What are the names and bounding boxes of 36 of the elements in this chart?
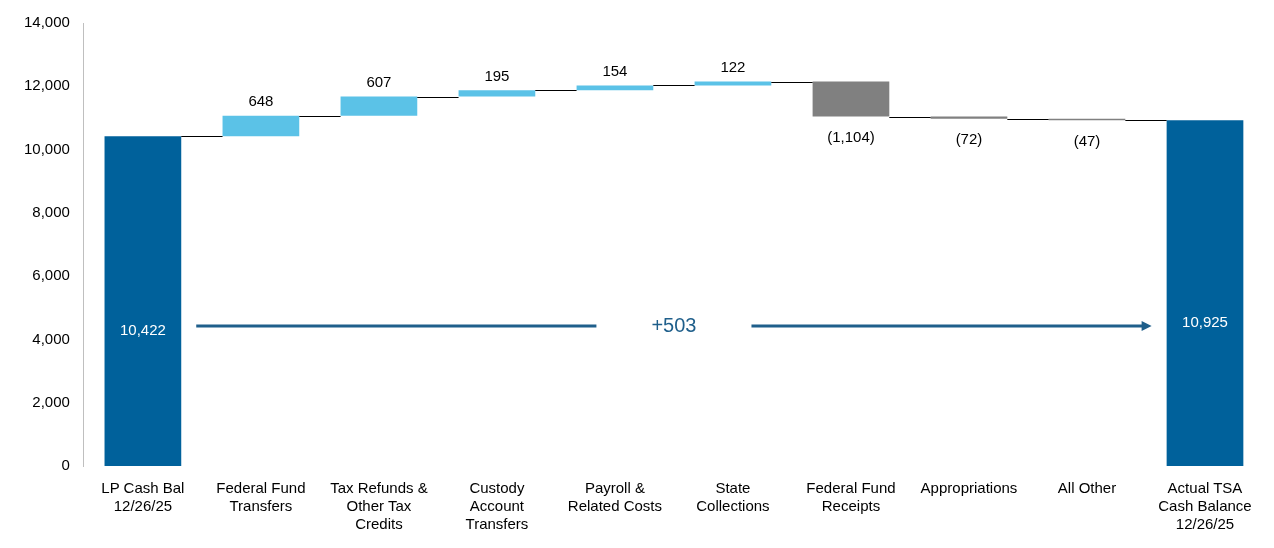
data-label: 10,422 [119,321,166,339]
annotation: +503 [651,313,697,336]
x-tick-label: LP Cash Bal 12/26/25 [101,479,185,515]
y-tick-label: 12,000 [23,76,70,94]
x-tick-label: State Collections [696,479,770,515]
y-tick-label: 0 [61,456,70,474]
bar [1166,120,1244,466]
data-label: 195 [484,66,510,84]
data-label: (72) [955,130,983,148]
data-label: (47) [1073,131,1101,149]
y-tick-label: 2,000 [32,392,70,410]
bar [458,90,536,97]
x-tick-label: Appropriations [920,479,1018,497]
data-label: 154 [602,62,628,80]
bar [576,85,654,91]
x-tick-label: Federal Fund Transfers [216,479,306,515]
x-tick-label: All Other [1057,479,1117,497]
y-tick-label: 8,000 [32,203,70,220]
data-label: 122 [720,58,746,76]
x-tick-label: Actual TSA Cash Balance 12/26/25 [1158,479,1252,533]
x-tick-label: Payroll & Related Costs [567,479,663,515]
y-tick-label: 4,000 [32,329,70,347]
x-tick-label: Custody Account Transfers [465,479,529,533]
y-tick-label: 14,000 [23,13,70,31]
data-label: 10,925 [1182,313,1228,331]
bar [812,81,890,117]
data-label: (1,104) [827,128,875,146]
x-tick-label: Federal Fund Receipts [806,479,896,515]
bar [222,115,300,137]
y-tick-label: 10,000 [23,139,70,157]
data-label: 648 [248,92,274,110]
x-tick-label: Tax Refunds & Other Tax Credits [330,479,428,533]
y-tick-label: 6,000 [32,266,70,284]
data-label: 607 [366,73,392,91]
bar [104,136,182,466]
bar [340,96,418,116]
